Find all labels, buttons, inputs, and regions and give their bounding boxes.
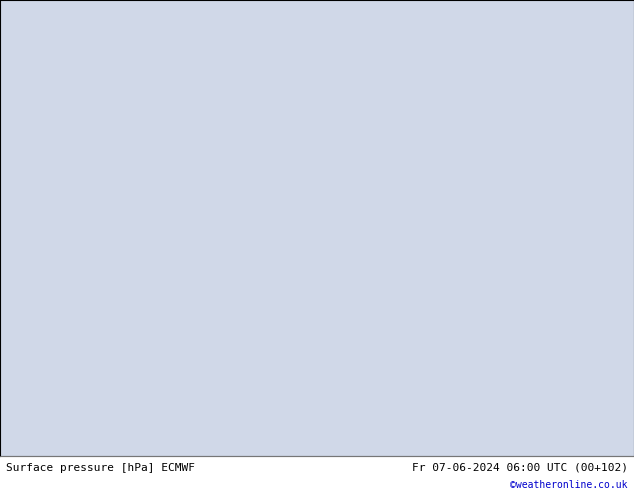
Text: ©weatheronline.co.uk: ©weatheronline.co.uk xyxy=(510,480,628,490)
Text: Surface pressure [hPa] ECMWF: Surface pressure [hPa] ECMWF xyxy=(6,463,195,473)
Text: Fr 07-06-2024 06:00 UTC (00+102): Fr 07-06-2024 06:00 UTC (00+102) xyxy=(411,463,628,473)
